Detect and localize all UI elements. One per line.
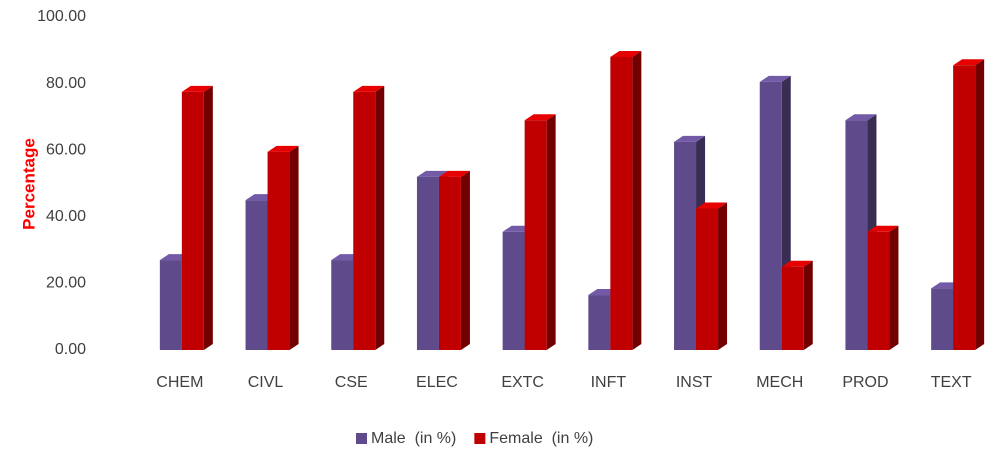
bar [524, 120, 547, 350]
bar-top [953, 59, 985, 66]
bar-side [803, 260, 813, 350]
bar [781, 266, 804, 350]
legend-label: Male (in %) [371, 430, 456, 447]
bar-top [696, 202, 728, 209]
bar-top [845, 114, 877, 121]
legend-swatch [356, 433, 367, 444]
bar [696, 208, 719, 350]
bar [245, 200, 268, 350]
bar [438, 176, 461, 350]
x-tick-label: PROD [842, 374, 888, 391]
bar [759, 81, 782, 350]
bar-top [524, 114, 556, 121]
bar [674, 141, 697, 350]
bar-side [460, 170, 470, 350]
y-tick-label: 60.00 [46, 141, 86, 158]
bar [588, 295, 611, 350]
bar-top [416, 170, 448, 177]
legend-swatch [474, 433, 486, 444]
bar-side [203, 85, 213, 351]
x-tick-label: EXTC [501, 374, 544, 391]
bar-top [867, 225, 899, 232]
bar-top [674, 135, 706, 142]
bar [181, 91, 204, 351]
bar-top [610, 50, 642, 57]
bar [610, 56, 633, 351]
bar-top [438, 170, 470, 177]
bar-side [632, 50, 642, 351]
legend-label: Female (in %) [489, 430, 593, 447]
y-tick-label: 100.00 [37, 8, 86, 25]
bar [845, 120, 868, 350]
bar-top [267, 145, 299, 152]
bar [159, 260, 182, 350]
x-tick-label: MECH [756, 374, 803, 391]
bar [953, 65, 976, 350]
y-tick-label: 80.00 [46, 75, 86, 92]
bar [867, 231, 890, 350]
x-tick-label: INFT [591, 374, 627, 391]
y-tick-label: 20.00 [46, 275, 86, 292]
bar-side [546, 114, 556, 350]
bar [331, 260, 354, 350]
bar-top [781, 260, 813, 267]
bar-top [759, 75, 791, 82]
x-tick-label: CHEM [156, 374, 203, 391]
bar [931, 288, 954, 350]
bar-side [289, 145, 299, 350]
y-tick-label: 40.00 [46, 208, 86, 225]
x-tick-label: ELEC [416, 374, 458, 391]
x-tick-label: CIVL [248, 374, 284, 391]
x-tick-label: CSE [335, 374, 368, 391]
bar [502, 231, 525, 350]
bar-top [181, 85, 213, 92]
y-tick-label: 0.00 [55, 341, 86, 358]
bar [416, 176, 439, 350]
y-axis-label: Percentage [19, 138, 38, 230]
x-tick-label: INST [676, 374, 713, 391]
bar-side [975, 59, 985, 350]
bar-side [375, 85, 385, 351]
bar-side [889, 225, 899, 350]
bar-top [353, 85, 385, 92]
bar-side [718, 202, 728, 350]
bar [267, 151, 290, 350]
bar [353, 91, 376, 351]
x-tick-label: TEXT [931, 374, 972, 391]
